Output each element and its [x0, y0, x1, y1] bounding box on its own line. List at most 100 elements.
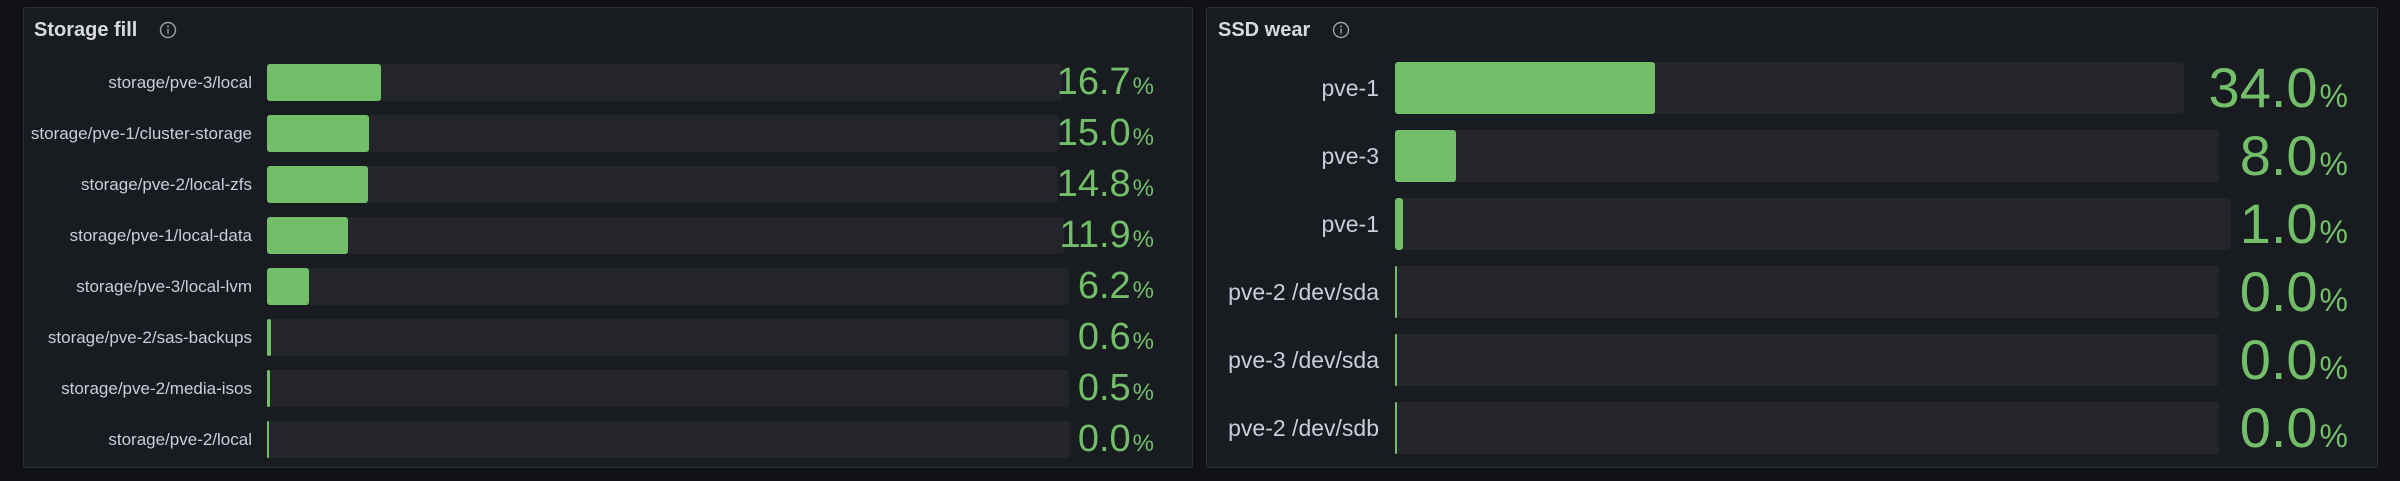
- gauge-label: pve-3 /dev/sda: [1228, 347, 1379, 373]
- gauge-row: storage/pve-2/sas-backups 0.6%: [24, 318, 1192, 356]
- gauge-value: 0.0%: [2240, 332, 2348, 394]
- gauge-track: [1395, 334, 2219, 386]
- gauge-value: 0.0%: [1077, 418, 1154, 462]
- gauge-label: storage/pve-2/local: [108, 430, 252, 449]
- gauge-value: 0.6%: [1077, 316, 1154, 360]
- panel-title[interactable]: Storage fill: [34, 18, 138, 41]
- gauge-track: [1395, 402, 2219, 454]
- gauge-unit: %: [1132, 277, 1154, 304]
- gauge-label: storage/pve-1/cluster-storage: [30, 124, 252, 143]
- gauge-fill: [267, 421, 269, 458]
- gauge-fill: [267, 319, 272, 356]
- gauge-label: storage/pve-2/local-zfs: [80, 175, 252, 194]
- gauge-row: storage/pve-2/local-zfs 14.8%: [24, 163, 1192, 205]
- gauge-number: 0.5: [1077, 367, 1131, 409]
- gauge-unit: %: [1132, 328, 1154, 355]
- gauge-label: storage/pve-3/local-lvm: [76, 277, 252, 296]
- panel-header: Storage fill: [34, 8, 1192, 52]
- gauge-value: 8.0%: [2240, 128, 2348, 190]
- gauge-row: storage/pve-3/local-lvm 6.2%: [24, 267, 1192, 305]
- gauge-value: 6.2%: [1078, 267, 1154, 309]
- info-icon[interactable]: [1332, 21, 1350, 39]
- gauge-track: [1395, 130, 2219, 182]
- gauge-unit: %: [2319, 282, 2348, 318]
- info-icon[interactable]: [159, 21, 177, 39]
- gauge-fill: [1395, 130, 1457, 182]
- gauge-unit: %: [2319, 350, 2348, 386]
- gauge-row: storage/pve-2/local 0.0%: [24, 420, 1192, 458]
- gauge-label: pve-1: [1321, 211, 1379, 237]
- gauge-value: 15.0%: [1056, 112, 1154, 156]
- gauge-row: pve-2 /dev/sdb 0.0%: [1207, 400, 2377, 456]
- gauge-unit: %: [1132, 226, 1154, 253]
- gauge-unit: %: [1132, 175, 1154, 202]
- gauge-number: 16.7: [1056, 61, 1131, 103]
- gauge-track: [267, 115, 1059, 152]
- gauge-value: 11.9%: [1059, 214, 1154, 258]
- gauge-number: 0.0: [2239, 328, 2318, 391]
- gauge-track: [267, 421, 1070, 458]
- gauge-label: storage/pve-2/media-isos: [61, 379, 252, 398]
- gauge-track: [267, 319, 1069, 356]
- gauge-label: storage/pve-2/sas-backups: [47, 328, 252, 347]
- gauge-unit: %: [1132, 124, 1154, 151]
- gauge-fill: [1395, 198, 1403, 250]
- gauge-track: [267, 268, 1069, 305]
- gauge-unit: %: [1132, 430, 1154, 457]
- gauge-unit: %: [2319, 418, 2348, 454]
- gauge-value: 0.0%: [2240, 264, 2348, 326]
- gauge-label: pve-2 /dev/sda: [1228, 279, 1379, 305]
- gauge-number: 14.8: [1056, 163, 1131, 205]
- gauge-row: pve-3 /dev/sda 0.0%: [1207, 332, 2377, 388]
- gauge-track: [1395, 198, 2231, 250]
- gauge-unit: %: [2319, 146, 2348, 182]
- gauge-fill: [267, 268, 310, 305]
- gauge-row: storage/pve-1/cluster-storage 15.0%: [24, 114, 1192, 152]
- storage-fill-panel: Storage fill storage/pve-3/local 16.7% sto…: [23, 7, 1193, 468]
- gauge-unit: %: [1132, 73, 1154, 100]
- gauge-value: 16.7%: [1056, 61, 1154, 105]
- gauge-number: 34.0: [2208, 56, 2318, 119]
- gauge-fill: [267, 217, 349, 254]
- gauge-label: pve-2 /dev/sdb: [1228, 415, 1379, 441]
- gauge-label: storage/pve-3/local: [108, 73, 252, 92]
- gauge-row: pve-1 1.0%: [1207, 196, 2377, 252]
- gauge-value: 0.5%: [1077, 367, 1154, 411]
- gauge-fill: [1395, 266, 1397, 318]
- gauge-row: pve-3 8.0%: [1207, 128, 2377, 184]
- gauge-track: [267, 166, 1058, 203]
- gauge-row: pve-2 /dev/sda 0.0%: [1207, 264, 2377, 320]
- panel-title[interactable]: SSD wear: [1218, 18, 1311, 41]
- gauge-fill: [267, 370, 271, 407]
- gauge-number: 0.0: [2239, 396, 2318, 459]
- gauge-number: 0.6: [1077, 316, 1131, 358]
- gauge-label: pve-3: [1321, 143, 1379, 169]
- ssd-wear-panel: SSD wear pve-1 34.0% pve-3 8.0% pve-1 1.0% pve…: [1206, 7, 2378, 468]
- gauge-track: [1395, 62, 2184, 114]
- gauge-value: 1.0%: [2240, 196, 2348, 258]
- gauge-number: 1.0: [2239, 192, 2318, 255]
- gauge-fill: [267, 166, 369, 203]
- gauge-fill: [1395, 62, 1655, 114]
- gauge-unit: %: [2319, 78, 2348, 114]
- gauge-unit: %: [1132, 379, 1154, 406]
- gauge-label: storage/pve-1/local-data: [69, 226, 252, 245]
- gauge-fill: [1395, 402, 1397, 454]
- gauge-unit: %: [2319, 214, 2348, 250]
- gauge-fill: [267, 115, 370, 152]
- gauge-number: 8.0: [2239, 124, 2318, 187]
- gauge-number: 15.0: [1056, 112, 1131, 154]
- gauge-value: 34.0%: [2209, 60, 2348, 122]
- gauge-label: pve-1: [1321, 75, 1379, 101]
- gauge-row: storage/pve-3/local 16.7%: [24, 63, 1192, 101]
- gauge-fill: [267, 64, 381, 101]
- gauge-number: 0.0: [2239, 260, 2318, 323]
- gauge-track: [267, 370, 1069, 407]
- gauge-row: pve-1 34.0%: [1207, 60, 2377, 116]
- gauge-value: 0.0%: [2240, 400, 2348, 462]
- gauge-number: 0.0: [1077, 418, 1131, 460]
- gauge-row: storage/pve-1/local-data 11.9%: [24, 216, 1192, 254]
- panel-header: SSD wear: [1218, 8, 2377, 52]
- gauge-number: 11.9: [1059, 214, 1131, 256]
- gauge-row: storage/pve-2/media-isos 0.5%: [24, 369, 1192, 407]
